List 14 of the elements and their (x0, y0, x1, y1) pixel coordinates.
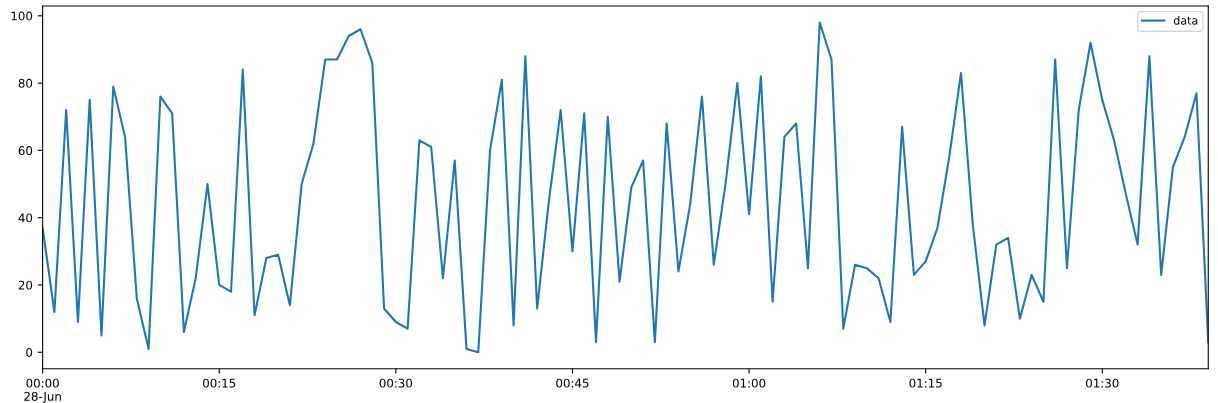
x-tick-label: 00:15 (203, 378, 236, 388)
y-tick-label: 0 (26, 347, 33, 357)
legend-label: data (1173, 16, 1198, 25)
x-tick-label: 00:30 (379, 378, 413, 388)
y-tick-label: 60 (18, 146, 33, 156)
y-tick-label: 20 (18, 280, 33, 290)
x-tick-label: 01:15 (909, 378, 942, 388)
x-tick-label: 01:30 (1086, 378, 1119, 388)
y-tick-label: 80 (18, 78, 33, 88)
y-tick-label: 40 (18, 213, 33, 223)
x-tick-label: 01:00 (732, 378, 766, 388)
y-tick-label: 100 (11, 11, 33, 21)
x-tick-label: 00:00 28-Jun (24, 378, 61, 403)
x-tick-label: 00:45 (556, 378, 589, 388)
